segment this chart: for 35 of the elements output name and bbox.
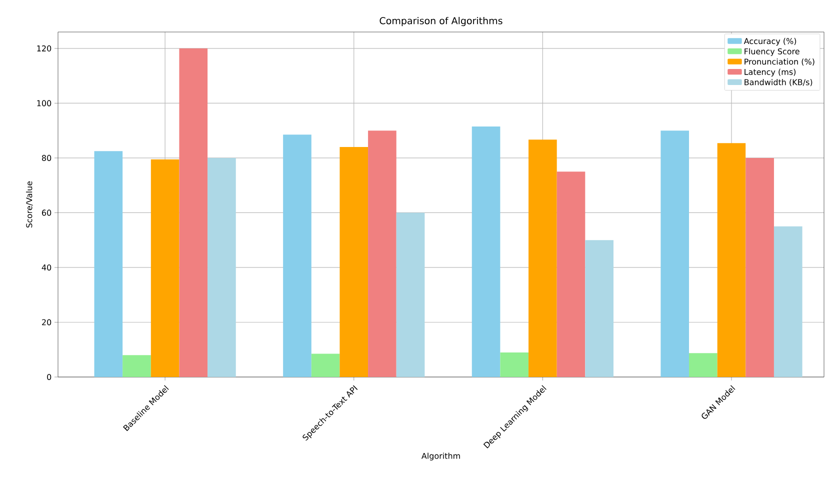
bar: [746, 158, 774, 377]
bar: [774, 226, 802, 377]
y-tick-label: 60: [42, 210, 52, 216]
bar: [689, 353, 718, 377]
legend-label: Bandwidth (KB/s): [744, 79, 812, 86]
y-tick-label: 20: [42, 319, 52, 326]
y-tick-label: 80: [42, 154, 52, 161]
y-tick-label: 120: [37, 45, 52, 52]
bar: [660, 130, 690, 377]
y-tick-label: 100: [37, 100, 52, 106]
bar: [208, 158, 236, 377]
bar: [368, 130, 396, 377]
legend-label: Accuracy (%): [744, 38, 796, 46]
bar: [556, 172, 586, 377]
bar: [396, 212, 425, 377]
bar: [311, 354, 340, 377]
legend-label: Pronunciation (%): [744, 58, 814, 66]
bar: [472, 126, 500, 377]
bar: [283, 134, 312, 377]
bar: [340, 147, 368, 377]
y-tick-label: 0: [47, 374, 52, 380]
y-axis-title: Score/Value: [26, 181, 33, 228]
bar: [528, 140, 557, 377]
chart-title: Comparison of Algorithms: [380, 16, 502, 26]
bar: [150, 159, 180, 377]
y-tick-label: 40: [42, 264, 52, 270]
bar: [500, 352, 529, 377]
bar: [717, 143, 746, 377]
legend-label: Latency (ms): [744, 68, 796, 76]
x-axis-title: Algorithm: [421, 452, 460, 460]
legend-label: Fluency Score: [744, 48, 800, 56]
bar: [122, 355, 151, 377]
bar: [94, 151, 123, 377]
bar: [585, 240, 614, 377]
bar: [179, 48, 208, 377]
